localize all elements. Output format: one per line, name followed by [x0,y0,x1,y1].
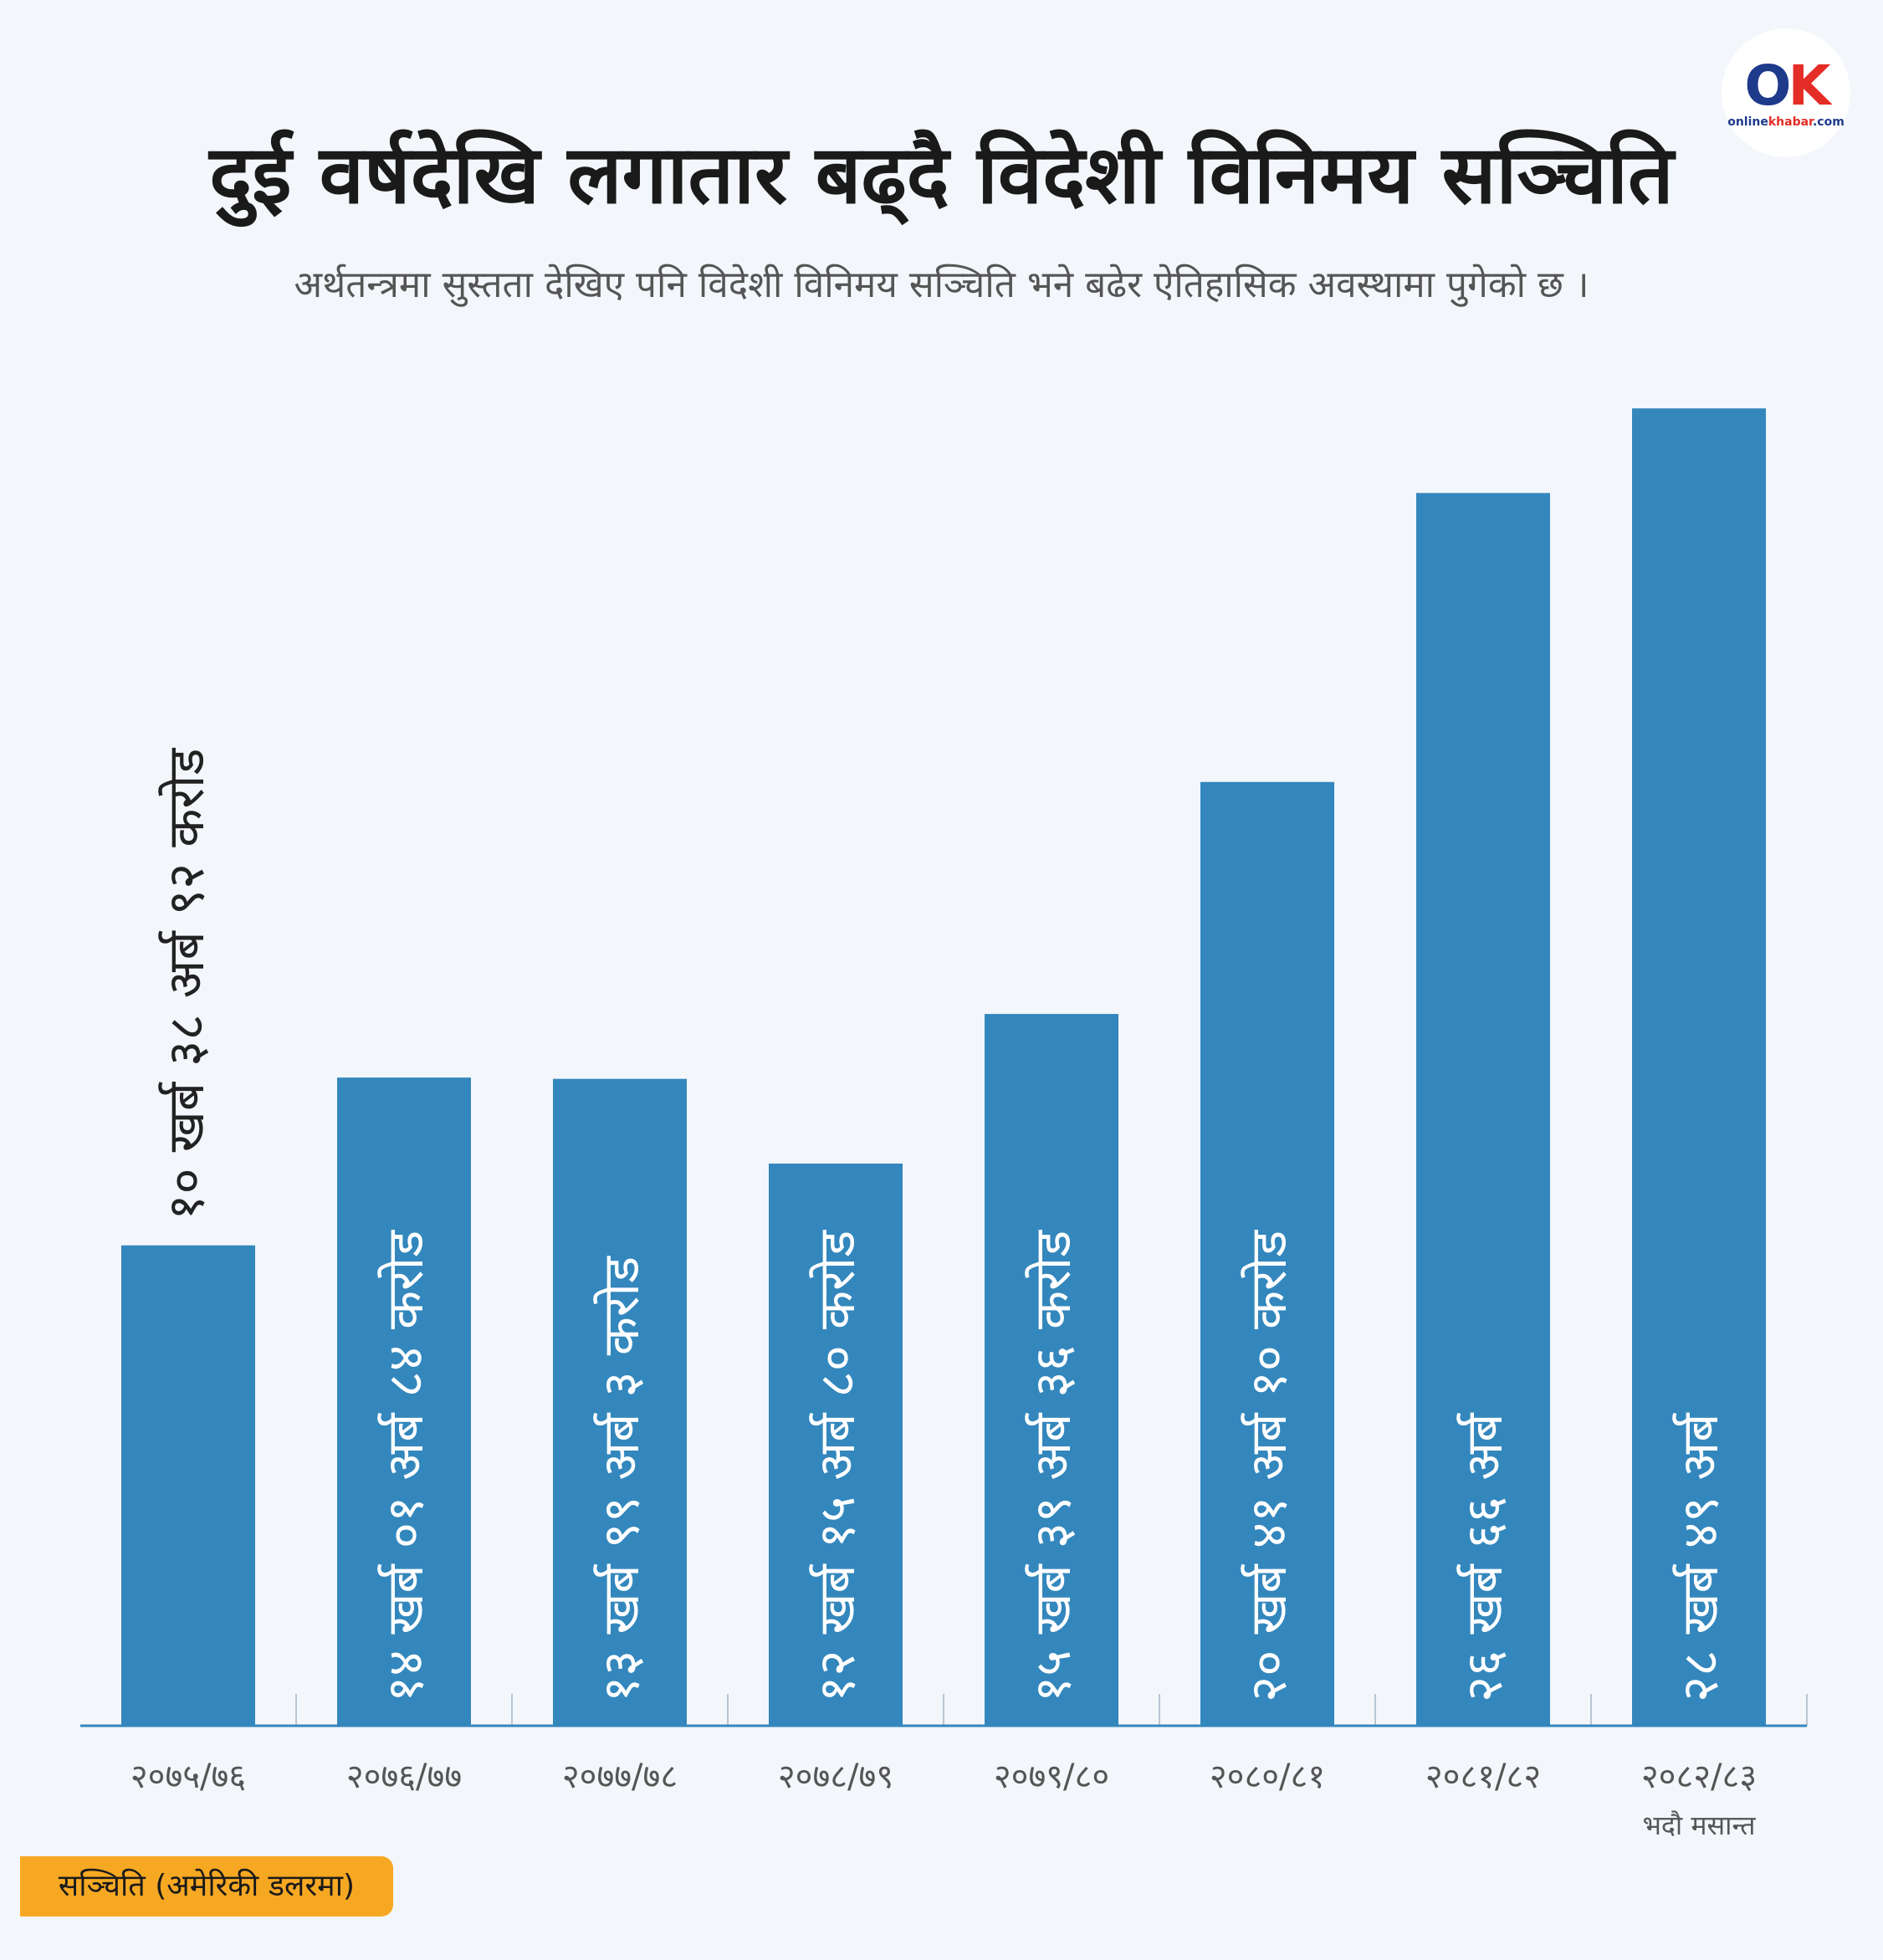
legend-label: सञ्चिति (अमेरिकी डलरमा) [20,1856,393,1917]
bar [985,1014,1118,1726]
bar-value-label: २८ खर्ब ४९ अर्ब [1671,1412,1730,1702]
x-tick-label: २०७५/७६ [130,1758,246,1796]
bar-value-label: २६ खर्ब ६६ अर्ब [1456,1412,1514,1702]
x-tick-label: २०७८/७९ [778,1758,893,1796]
x-tick-label: २०८०/८१ [1210,1758,1325,1796]
x-tick-label: २०७९/८० [994,1758,1109,1796]
x-tick-label: २०८१/८२ [1425,1758,1541,1796]
logo-mark: OK [1744,54,1830,118]
bar [121,1245,255,1726]
bar-value-label: १४ खर्ब ०१ अर्ब ८४ करोड [376,1230,435,1702]
bar-value-label: १२ खर्ब १५ अर्ब ८० करोड [808,1230,867,1702]
bar-value-label: २० खर्ब ४१ अर्ब १० करोड [1240,1230,1298,1702]
x-tick-label: २०७७/७८ [562,1758,678,1796]
bar-value-label: १५ खर्ब ३९ अर्ब ३६ करोड [1024,1230,1082,1702]
chart-title: दुई वर्षदेखि लगातार बढ्दै विदेशी विनिमय … [209,128,1674,222]
x-tick-label: २०७६/७७ [346,1758,462,1796]
bar [1632,408,1766,1727]
x-tick-label: २०८२/८३ [1641,1758,1757,1796]
bar [337,1077,471,1726]
bar [769,1163,903,1726]
bar [1200,781,1334,1726]
logo-wordmark: onlinekhabar.com [1727,115,1845,129]
x-tick-note: भदौ मसान्त [1642,1809,1756,1841]
chart-subtitle: अर्थतन्त्रमा सुस्तता देखिए पनि विदेशी वि… [294,264,1589,306]
bar [553,1078,687,1726]
onlinekhabar-logo: OK onlinekhabar.com [1722,28,1850,157]
bar-value-label: १० खर्ब ३८ अर्ब ९२ करोड [157,748,216,1221]
bar-value-label: १३ खर्ब ९९ अर्ब ३ करोड [592,1256,651,1702]
bar [1416,493,1550,1727]
